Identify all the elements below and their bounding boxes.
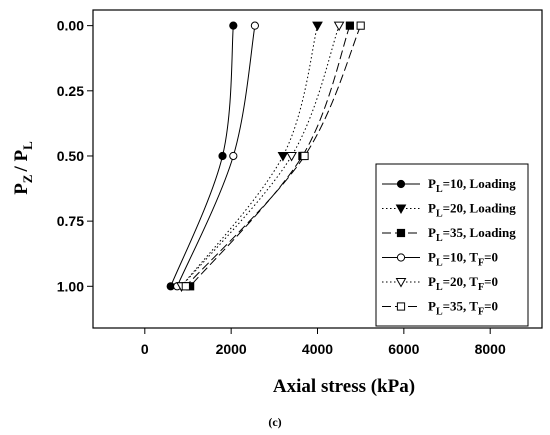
legend-label: PL=35, Loading xyxy=(428,225,516,244)
legend: PL=10, Loading PL=20, Loading PL=35, Loadi… xyxy=(375,163,529,327)
data-point xyxy=(300,151,309,161)
series-line xyxy=(189,25,351,287)
legend-marker xyxy=(396,302,406,311)
legend-marker xyxy=(396,228,406,238)
x-tick-label: 6000 xyxy=(388,341,419,357)
series-3 xyxy=(186,21,354,291)
y-axis-title: PZ / PL xyxy=(11,141,35,195)
y-axis: 0.00 0.25 0.50 0.75 1.00 xyxy=(57,18,93,294)
x-axis: 0 2000 4000 6000 8000 xyxy=(141,328,506,357)
legend-marker xyxy=(396,253,406,262)
data-point xyxy=(250,21,259,30)
legend-label: PL=35, TF=0 xyxy=(428,299,498,318)
y-tick-label: 0.25 xyxy=(57,83,84,99)
series-line xyxy=(185,25,362,287)
data-point xyxy=(312,21,323,32)
legend-marker xyxy=(395,204,407,215)
legend-entry: PL=10, Loading xyxy=(382,176,516,195)
legend-entry: PL=20, Loading xyxy=(382,201,516,220)
series-5 xyxy=(176,21,345,292)
data-point xyxy=(333,21,345,32)
y-tick-label: 0.50 xyxy=(57,148,84,164)
legend-label: PL=20, TF=0 xyxy=(428,274,498,293)
legend-entry: PL=35, TF=0 xyxy=(382,299,498,318)
data-point xyxy=(286,151,297,162)
legend-label: PL=10, TF=0 xyxy=(428,250,498,269)
legend-box xyxy=(375,163,529,327)
y-axis-title-sub2: L xyxy=(20,141,35,150)
figure-caption: (c) xyxy=(268,415,281,429)
series-4 xyxy=(173,21,259,291)
legend-marker xyxy=(395,278,407,288)
series-6 xyxy=(181,21,365,291)
series-1 xyxy=(166,21,238,291)
y-tick-label: 1.00 xyxy=(57,278,84,294)
x-tick-label: 8000 xyxy=(475,341,506,357)
x-tick-label: 0 xyxy=(141,341,149,357)
data-point xyxy=(229,151,238,161)
x-tick-label: 4000 xyxy=(302,341,333,357)
y-axis-title-sub1: Z xyxy=(20,174,35,183)
series-line xyxy=(181,25,340,287)
series-line xyxy=(181,25,318,287)
y-axis-title-main: P xyxy=(11,183,32,195)
y-tick-label: 0.75 xyxy=(57,213,84,229)
data-point xyxy=(218,151,227,161)
data-point xyxy=(356,21,365,30)
legend-label: PL=10, Loading xyxy=(428,176,516,195)
data-point xyxy=(229,21,238,30)
legend-entry: PL=20, TF=0 xyxy=(382,274,498,293)
svg-text:PZ/ PL: PZ / PL xyxy=(11,141,35,195)
y-tick-label: 0.00 xyxy=(57,18,84,34)
data-point xyxy=(181,282,190,291)
series-layer xyxy=(166,21,365,292)
x-axis-title: Axial stress (kPa) xyxy=(273,376,415,397)
legend-marker xyxy=(396,179,406,189)
series-line xyxy=(176,25,256,287)
x-tick-label: 2000 xyxy=(216,341,247,357)
legend-entry: PL=35, Loading xyxy=(382,225,516,244)
y-axis-title-sep: / P xyxy=(11,149,32,172)
data-point xyxy=(345,21,354,30)
legend-label: PL=20, Loading xyxy=(428,201,516,220)
legend-entry: PL=10, TF=0 xyxy=(382,250,498,269)
data-point xyxy=(277,151,289,162)
